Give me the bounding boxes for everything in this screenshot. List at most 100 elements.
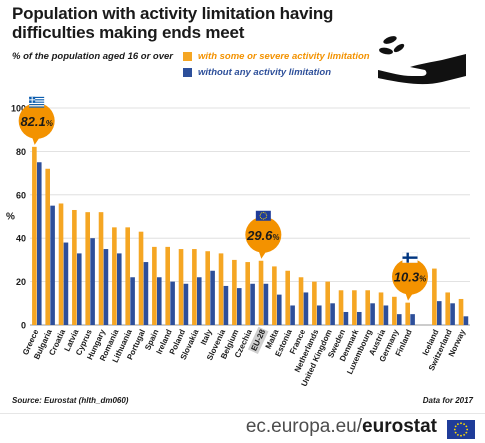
bar-without-limitation (36, 162, 42, 325)
bar-without-limitation (330, 303, 335, 325)
bar-with-limitation (205, 251, 210, 325)
legend-swatch-blue (183, 68, 192, 77)
finland-flag-icon (402, 252, 418, 263)
bar-with-limitation (178, 249, 184, 325)
eu-star (454, 425, 457, 428)
legend-swatch-orange (183, 52, 192, 61)
bar-with-limitation (325, 281, 330, 325)
bar-with-limitation (218, 253, 224, 325)
bar-without-limitation (103, 249, 109, 325)
bar-without-limitation (383, 305, 389, 325)
callout-value-number: 10.3 (394, 270, 420, 285)
y-axis-label: % (6, 212, 15, 223)
callout-value-unit: % (419, 275, 426, 284)
bar-without-limitation (76, 253, 82, 325)
bar-without-limitation (183, 283, 189, 325)
bar-with-limitation (72, 209, 77, 325)
site-footer: ec.europa.eu/eurostat (0, 413, 485, 443)
eu-star (460, 434, 462, 437)
y-tick-label: 20 (16, 277, 26, 287)
eu-star (465, 431, 468, 434)
bar-with-limitation (45, 168, 50, 325)
bar-with-limitation (272, 266, 277, 325)
eu-flag-icon (255, 210, 271, 221)
bar-without-limitation (316, 305, 322, 325)
bar-with-limitation (378, 292, 384, 325)
bar-without-limitation (410, 314, 415, 325)
bar-with-limitation (112, 227, 117, 325)
eu-highlight-box (247, 326, 269, 355)
bar-without-limitation (223, 285, 229, 325)
callout-value-number: 29.6 (246, 228, 273, 243)
bar-without-limitation (63, 242, 69, 325)
bar-chart: 020406080100%GreeceBulgariaCroatiaLatvia… (6, 96, 470, 388)
callout-bubble (392, 258, 428, 295)
site-url[interactable]: ec.europa.eu/eurostat (246, 416, 437, 438)
callout-bubble (245, 216, 282, 253)
bar-without-limitation (50, 205, 55, 325)
bar-without-limitation (356, 311, 362, 325)
legend-item-without-limitation: without any activity limitation (183, 67, 331, 78)
site-prefix: ec.europa.eu/ (245, 416, 363, 437)
callout-greece: 82.1% (18, 96, 55, 145)
y-tick-label: 100 (11, 104, 26, 114)
source-note: Source: Eurostat (hlth_dm060) (12, 396, 129, 405)
bar-without-limitation (210, 270, 215, 325)
bar-with-limitation (165, 246, 170, 325)
eu-star (463, 433, 465, 436)
bar-with-limitation (138, 231, 144, 325)
callout-eu: 29.6% (245, 210, 282, 259)
bar-without-limitation (196, 277, 202, 325)
y-tick-label: 0 (21, 321, 26, 331)
legend-label-with-limitation: with some or severe activity limitation (198, 51, 370, 62)
eu-star (463, 423, 465, 426)
chart-subtitle: % of the population aged 16 or over (12, 51, 173, 62)
bar-with-limitation (458, 298, 464, 325)
eu-star (457, 433, 459, 436)
eu-star (466, 428, 469, 431)
bar-without-limitation (130, 277, 135, 325)
eu-star (457, 423, 459, 426)
bar-with-limitation (392, 296, 397, 325)
callout-value-number: 82.1 (20, 114, 45, 129)
bar-without-limitation (263, 283, 269, 325)
callout-finland: 10.3% (392, 252, 428, 301)
bar-without-limitation (236, 288, 242, 325)
page-title: Population with activity limitation havi… (12, 4, 334, 42)
bar-with-limitation (245, 262, 250, 325)
bar-with-limitation (312, 281, 317, 325)
bar-without-limitation (143, 262, 149, 325)
bar-without-limitation (450, 303, 455, 325)
bar-with-limitation (352, 290, 357, 325)
bar-without-limitation (156, 277, 162, 325)
callout-value: 82.1% (20, 114, 52, 129)
bar-without-limitation (436, 301, 442, 325)
y-tick-label: 60 (16, 190, 26, 200)
bar-with-limitation (192, 249, 197, 325)
site-brand: eurostat (362, 416, 437, 437)
bar-without-limitation (250, 283, 255, 325)
bar-with-limitation (125, 227, 130, 325)
bar-without-limitation (90, 238, 95, 325)
legend-item-with-limitation: with some or severe activity limitation (183, 51, 370, 62)
callout-value-unit: % (272, 233, 279, 242)
bar-without-limitation (343, 311, 349, 325)
eu-star (454, 431, 457, 434)
callout-bubble (18, 102, 55, 139)
callout-value-unit: % (46, 119, 53, 128)
bar-without-limitation (170, 281, 175, 325)
eu-star (453, 428, 456, 431)
hand-coins-icon (378, 36, 466, 85)
bar-with-limitation (232, 259, 237, 325)
callout-value: 29.6% (246, 228, 279, 243)
bar-with-limitation (85, 212, 90, 325)
infographic-card: Population with activity limitation havi… (6, 4, 473, 405)
eu-star (465, 425, 468, 428)
eu-star (460, 422, 462, 425)
bar-with-limitation (365, 290, 370, 325)
bar-with-limitation (58, 203, 64, 325)
greece-flag-icon (29, 96, 45, 108)
data-year-note: Data for 2017 (422, 396, 473, 405)
bar-with-limitation (432, 268, 437, 325)
bar-without-limitation (276, 294, 282, 325)
